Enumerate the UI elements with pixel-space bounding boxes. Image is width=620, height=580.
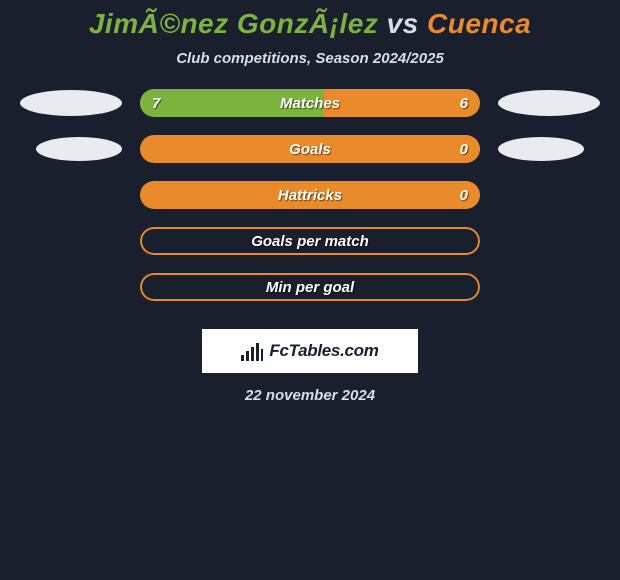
stat-value-player2: 0: [460, 135, 468, 163]
title-player2: Cuenca: [427, 8, 531, 39]
avatar-player1: [20, 90, 122, 116]
stat-bar: Goals per match: [140, 227, 480, 255]
stat-label: Goals: [140, 135, 480, 163]
chart-icon: [241, 341, 263, 361]
stat-bar: Goals0: [140, 135, 480, 163]
stat-bar: Min per goal: [140, 273, 480, 301]
stat-row: Hattricks0: [20, 181, 600, 209]
brand-badge: FcTables.com: [202, 329, 418, 373]
stat-value-player2: 6: [460, 89, 468, 117]
stat-label: Matches: [140, 89, 480, 117]
stat-label: Goals per match: [140, 227, 480, 255]
stat-row: Goals per match: [20, 227, 600, 255]
subtitle: Club competitions, Season 2024/2025: [176, 50, 444, 67]
stat-value-player1: 7: [152, 89, 160, 117]
stat-row: Goals0: [20, 135, 600, 163]
stat-bar: Hattricks0: [140, 181, 480, 209]
stat-row: Matches7 6: [20, 89, 600, 117]
avatar-player2: [498, 90, 600, 116]
date-label: 22 november 2024: [245, 387, 375, 404]
avatar-player2: [498, 137, 584, 161]
page-title: JimÃ©nez GonzÃ¡lez vs Cuenca: [89, 8, 531, 40]
stat-rows: Matches76Goals0Hattricks0Goals per match…: [20, 89, 600, 319]
stat-row: Min per goal: [20, 273, 600, 301]
brand-text: FcTables.com: [269, 341, 378, 361]
stat-bar: Matches7 6: [140, 89, 480, 117]
comparison-widget: JimÃ©nez GonzÃ¡lez vs Cuenca Club compet…: [0, 0, 620, 404]
stat-label: Min per goal: [140, 273, 480, 301]
title-vs: vs: [387, 8, 419, 39]
stat-label: Hattricks: [140, 181, 480, 209]
stat-value-player2: 0: [460, 181, 468, 209]
title-player1: JimÃ©nez GonzÃ¡lez: [89, 8, 378, 39]
avatar-player1: [36, 137, 122, 161]
